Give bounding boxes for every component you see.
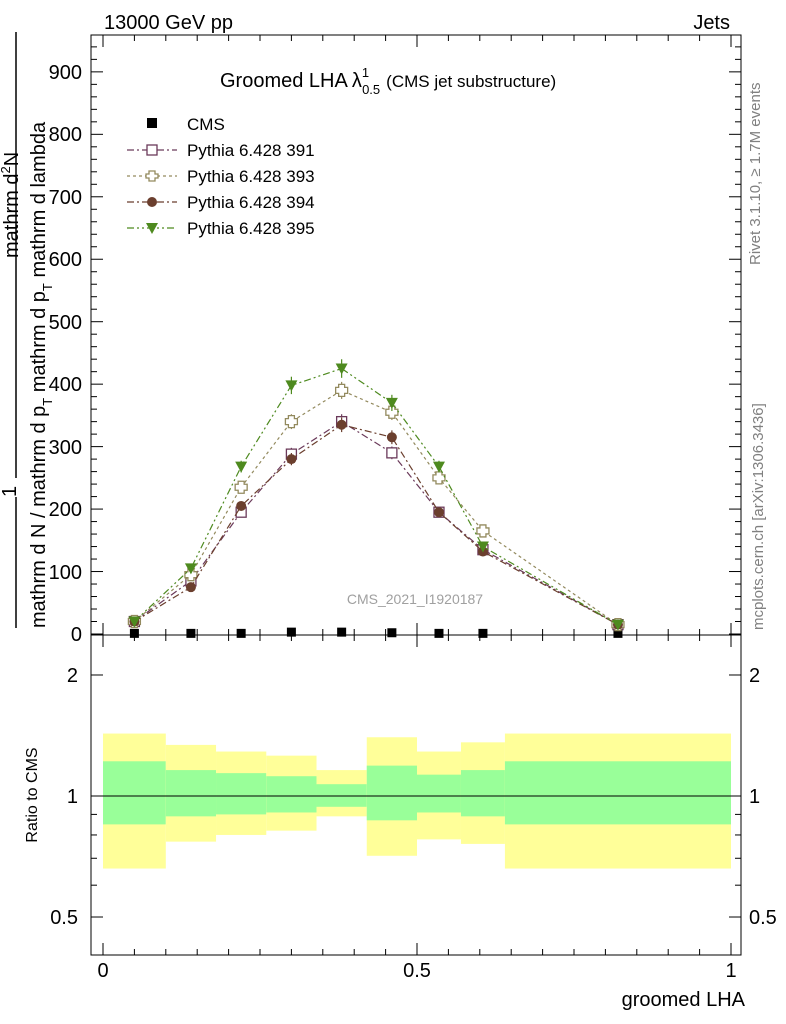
x-tick-0: 0 bbox=[97, 960, 108, 982]
series-4-point-2 bbox=[235, 461, 248, 473]
series-0-point-0 bbox=[129, 628, 139, 638]
series-0-point-7 bbox=[478, 628, 488, 638]
ylabel-numerator: mathrm d2N bbox=[0, 152, 23, 258]
ratio-y-tick-labels: 0.5 1 2 0.5 1 2 bbox=[50, 665, 777, 929]
energy-label: 13000 GeV pp bbox=[104, 12, 233, 34]
series-2-point-3 bbox=[284, 414, 299, 429]
series-0-point-2 bbox=[236, 628, 246, 638]
series-1-point-5 bbox=[386, 447, 398, 459]
main-y-tick-300: 300 bbox=[49, 437, 82, 459]
main-y-tick-400: 400 bbox=[49, 374, 82, 396]
legend: CMS Pythia 6.428 391 Pythia 6.428 393 Py… bbox=[127, 115, 315, 238]
legend-391-label: Pythia 6.428 391 bbox=[187, 141, 315, 160]
ratio-band-green-2 bbox=[216, 773, 267, 815]
main-y-tick-0: 0 bbox=[71, 624, 82, 646]
x-axis-label: groomed LHA bbox=[622, 989, 746, 1011]
ratio-ylabel: Ratio to CMS bbox=[24, 747, 41, 842]
series-4-point-1 bbox=[184, 563, 197, 575]
process-label: Jets bbox=[693, 12, 730, 34]
series-0-point-3 bbox=[286, 627, 296, 637]
ratio-y-tick-1-left: 1 bbox=[67, 786, 78, 808]
series-3-point-4 bbox=[336, 419, 347, 430]
series-4-point-0 bbox=[128, 616, 141, 628]
legend-cms-marker bbox=[147, 118, 157, 128]
legend-cms-label: CMS bbox=[187, 115, 225, 134]
ratio-band-green-4 bbox=[316, 784, 367, 807]
series-0-point-5 bbox=[387, 628, 397, 638]
x-tick-1: 1 bbox=[725, 960, 736, 982]
series-4-point-6 bbox=[432, 461, 445, 473]
series-4-line bbox=[133, 367, 619, 626]
series-3-point-5 bbox=[386, 432, 397, 443]
main-y-tick-100: 100 bbox=[49, 562, 82, 584]
data-series bbox=[127, 359, 625, 638]
series-2-point-6 bbox=[432, 471, 446, 485]
ratio-band-green-3 bbox=[266, 776, 317, 813]
ratio-y-tick-1-right: 1 bbox=[749, 786, 760, 808]
legend-394-label: Pythia 6.428 394 bbox=[187, 193, 315, 212]
series-3-point-1 bbox=[185, 582, 196, 593]
legend-393-marker bbox=[145, 170, 159, 182]
series-0-point-6 bbox=[434, 628, 444, 638]
axis-ticks bbox=[91, 35, 741, 955]
series-4-point-7 bbox=[476, 541, 489, 553]
main-y-tick-800: 800 bbox=[49, 124, 82, 146]
ratio-band-green-8 bbox=[504, 761, 731, 825]
series-0-point-8 bbox=[613, 628, 623, 638]
series-2-line bbox=[134, 389, 619, 626]
main-y-tick-500: 500 bbox=[49, 312, 82, 334]
mcplots-label: mcplots.cern.ch [arXiv:1306.3436] bbox=[750, 403, 767, 630]
ratio-y-tick-2-left: 2 bbox=[67, 665, 78, 687]
x-tick-0.5: 0.5 bbox=[403, 960, 431, 982]
series-3-point-6 bbox=[433, 507, 444, 518]
x-tick-labels: 0 0.5 1 bbox=[97, 960, 736, 982]
series-4-point-4 bbox=[335, 363, 348, 375]
legend-391-marker bbox=[146, 144, 158, 156]
series-2-point-5 bbox=[385, 405, 399, 419]
series-3-point-3 bbox=[286, 454, 297, 465]
series-2-point-4 bbox=[334, 383, 349, 398]
ratio-band-green-6 bbox=[417, 774, 461, 813]
main-y-tick-900: 900 bbox=[49, 62, 82, 84]
main-y-tick-200: 200 bbox=[49, 499, 82, 521]
ratio-plot-frame bbox=[90, 634, 742, 956]
series-2-point-2 bbox=[234, 480, 248, 494]
series-0-point-4 bbox=[337, 627, 347, 637]
main-y-tick-700: 700 bbox=[49, 187, 82, 209]
ylabel-denominator: mathrm d N / mathrm d pT mathrm d pT mat… bbox=[28, 121, 55, 628]
analysis-watermark: CMS_2021_I1920187 bbox=[347, 591, 483, 607]
main-y-tick-labels: 0 100 200 300 400 500 600 700 800 900 bbox=[49, 62, 82, 646]
legend-395-label: Pythia 6.428 395 bbox=[187, 219, 315, 238]
main-y-tick-600: 600 bbox=[49, 249, 82, 271]
legend-393-label: Pythia 6.428 393 bbox=[187, 167, 315, 186]
series-4-point-3 bbox=[285, 380, 298, 392]
series-0-point-1 bbox=[186, 628, 196, 638]
ratio-band-green-7 bbox=[460, 770, 505, 817]
ratio-uncertainty-bands bbox=[91, 733, 741, 869]
ratio-y-tick-0.5-right: 0.5 bbox=[749, 907, 777, 929]
ratio-band-green-0 bbox=[103, 761, 166, 825]
rivet-version-label: Rivet 3.1.10, ≥ 1.7M events bbox=[747, 83, 764, 266]
series-4-point-5 bbox=[385, 397, 398, 409]
ratio-band-green-5 bbox=[366, 765, 417, 821]
ylabel-one: 1 bbox=[0, 486, 21, 497]
legend-395-marker bbox=[146, 223, 158, 234]
series-3-point-2 bbox=[236, 500, 247, 511]
series-4-point-8 bbox=[611, 619, 624, 631]
ratio-y-tick-0.5-left: 0.5 bbox=[50, 907, 78, 929]
ratio-band-green-1 bbox=[165, 770, 217, 817]
series-2-point-1 bbox=[184, 568, 198, 582]
series-2-point-7 bbox=[476, 524, 490, 538]
legend-394-marker bbox=[147, 197, 157, 207]
plot-title: Groomed LHA λ1 0.5 (CMS jet substructure) bbox=[220, 65, 556, 97]
ratio-y-tick-2-right: 2 bbox=[749, 665, 760, 687]
